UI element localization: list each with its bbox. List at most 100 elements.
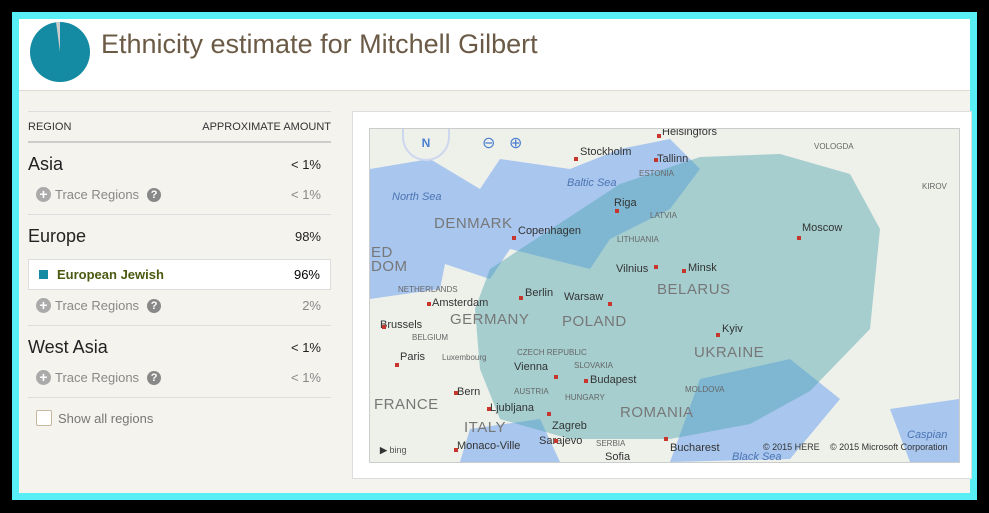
zoom-out-icon[interactable]: ⊖	[482, 135, 496, 152]
city-marker	[382, 325, 386, 329]
map-label-netherlands: NETHERLANDS	[398, 285, 458, 294]
map-label-monaco-ville: Monaco-Ville	[457, 440, 521, 452]
map-label-caspian: Caspian	[907, 429, 948, 441]
map-label-austria: AUSTRIA	[514, 387, 549, 396]
show-all-checkbox[interactable]	[36, 410, 52, 426]
plus-icon[interactable]: +	[36, 370, 51, 385]
map-label-north-sea: North Sea	[392, 191, 442, 203]
map-label-riga: Riga	[614, 197, 637, 209]
page-title: Ethnicity estimate for Mitchell Gilbert	[101, 29, 538, 59]
map-label-serbia: SERBIA	[596, 439, 626, 448]
region-west-asia[interactable]: West Asia < 1%	[28, 326, 331, 358]
col-amount: APPROXIMATE AMOUNT	[202, 121, 331, 133]
region-map[interactable]: N ⊖ ⊕ ▶ bing © 2015 HERE © 2015 Microsof…	[369, 128, 960, 463]
map-label-latvia: LATVIA	[650, 211, 677, 220]
map-label-brussels: Brussels	[380, 319, 423, 331]
window-frame: Ethnicity estimate for Mitchell Gilbert …	[12, 12, 977, 500]
subregion-name: European Jewish	[57, 267, 164, 282]
map-label-ljubljana: Ljubljana	[490, 402, 535, 414]
map-label-black-sea: Black Sea	[732, 451, 782, 463]
subregion-european-jewish[interactable]: European Jewish 96%	[28, 259, 331, 290]
copyright-microsoft: © 2015 Microsoft Corporation	[830, 442, 948, 452]
map-label-tallinn: Tallinn	[657, 153, 689, 165]
show-all-regions[interactable]: Show all regions	[28, 398, 331, 438]
city-marker	[654, 158, 658, 162]
city-marker	[574, 157, 578, 161]
city-marker	[608, 302, 612, 306]
copyright-here: © 2015 HERE	[763, 442, 820, 452]
trace-regions-asia[interactable]: + Trace Regions? < 1%	[28, 175, 331, 215]
city-marker	[716, 333, 720, 337]
map-label-bucharest: Bucharest	[670, 442, 720, 454]
map-label-luxembourg: Luxembourg	[442, 353, 487, 362]
map-label-romania: ROMANIA	[620, 404, 694, 421]
map-label-copenhagen: Copenhagen	[518, 225, 582, 237]
city-marker	[487, 407, 491, 411]
map-label-czech-republic: CZECH REPUBLIC	[517, 348, 587, 357]
map-label-belarus: BELARUS	[657, 281, 731, 298]
zoom-in-icon[interactable]: ⊕	[509, 135, 523, 152]
map-label-sarajevo: Sarajevo	[539, 435, 583, 447]
map-label-germany: GERMANY	[450, 311, 530, 328]
city-marker	[454, 391, 458, 395]
region-amount: 98%	[294, 229, 321, 244]
city-marker	[654, 265, 658, 269]
region-name: Europe	[28, 226, 87, 246]
ethnicity-pie-chart-icon	[30, 21, 90, 82]
map-label-ed: ED	[371, 244, 393, 261]
map-label-minsk: Minsk	[688, 262, 717, 274]
trace-label: Trace Regions	[55, 370, 140, 385]
city-marker	[547, 412, 551, 416]
map-label-hungary: HUNGARY	[565, 393, 605, 402]
city-marker	[427, 302, 431, 306]
city-marker	[454, 448, 458, 452]
region-europe[interactable]: Europe 98%	[28, 215, 331, 247]
map-label-vologda: VOLOGDA	[814, 142, 854, 151]
map-label-kirov: KIROV	[922, 182, 947, 191]
help-icon[interactable]: ?	[147, 187, 162, 202]
col-region: REGION	[28, 121, 72, 133]
compass-north: N	[421, 136, 431, 150]
region-asia[interactable]: Asia < 1%	[28, 143, 331, 175]
subregion-amount: 96%	[293, 267, 320, 282]
map-label-warsaw: Warsaw	[564, 291, 604, 303]
city-marker	[682, 269, 686, 273]
map-label-sofia: Sofia	[605, 451, 631, 463]
map-label-estonia: ESTONIA	[639, 169, 674, 178]
black-sea	[670, 359, 840, 462]
map-label-italy: ITALY	[464, 419, 506, 436]
plus-icon[interactable]: +	[36, 298, 51, 313]
trace-regions-west-asia[interactable]: + Trace Regions? < 1%	[28, 358, 331, 398]
city-marker	[512, 236, 516, 240]
city-marker	[554, 375, 558, 379]
map-label-france: FRANCE	[374, 396, 439, 413]
map-label-dom: DOM	[371, 258, 408, 275]
map-label-vienna: Vienna	[514, 361, 549, 373]
city-marker	[395, 363, 399, 367]
region-table: REGION APPROXIMATE AMOUNT Asia < 1% + Tra…	[28, 111, 331, 438]
map-label-vilnius: Vilnius	[616, 263, 649, 275]
map-label-helsingfors: Helsingfors	[662, 128, 718, 138]
trace-amount: < 1%	[291, 370, 321, 385]
sea-north-baltic	[370, 139, 700, 279]
table-header: REGION APPROXIMATE AMOUNT	[28, 111, 331, 143]
help-icon[interactable]: ?	[147, 370, 162, 385]
plus-icon[interactable]: +	[36, 187, 51, 202]
map-label-bern: Bern	[457, 386, 481, 398]
city-marker	[657, 134, 661, 138]
map-label-ukraine: UKRAINE	[694, 344, 765, 361]
help-icon[interactable]: ?	[147, 298, 162, 313]
map-label-moscow: Moscow	[802, 222, 843, 234]
color-swatch	[39, 270, 48, 279]
map-label-amsterdam: Amsterdam	[432, 297, 489, 309]
trace-amount: 2%	[302, 298, 321, 313]
map-label-lithuania: LITHUANIA	[617, 235, 659, 244]
region-amount: < 1%	[291, 157, 321, 172]
map-label-zagreb: Zagreb	[552, 420, 587, 432]
trace-regions-europe[interactable]: + Trace Regions? 2%	[28, 290, 331, 326]
trace-amount: < 1%	[291, 187, 321, 202]
map-label-berlin: Berlin	[525, 287, 554, 299]
map-label-belgium: BELGIUM	[412, 333, 449, 342]
map-label-budapest: Budapest	[590, 374, 637, 386]
city-marker	[584, 379, 588, 383]
